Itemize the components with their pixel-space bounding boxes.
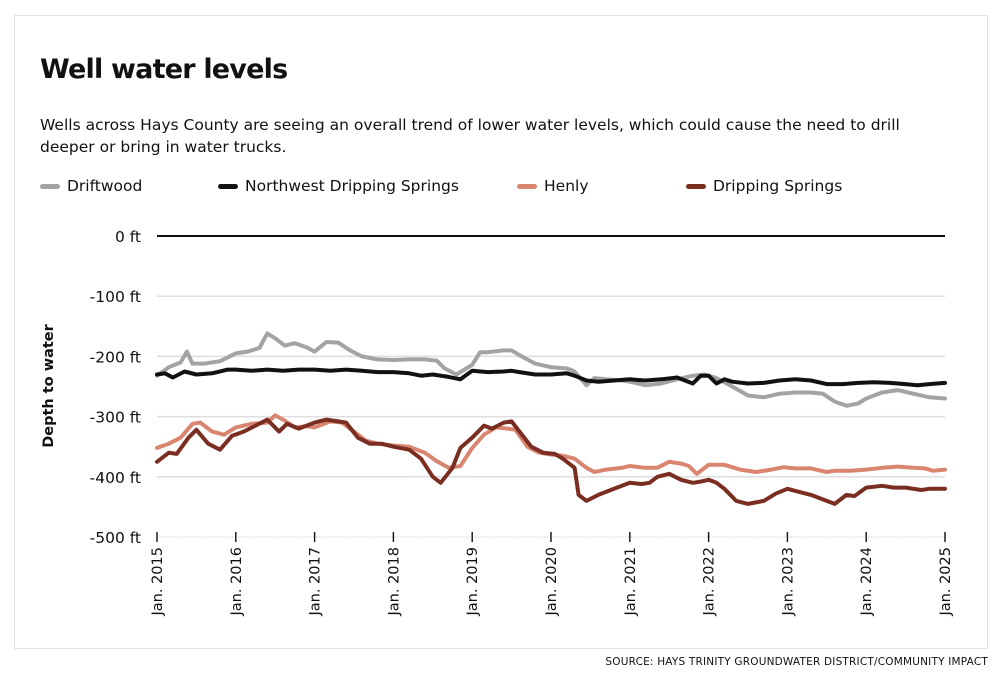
x-tick-label: Jan. 2022	[702, 547, 718, 616]
series-line-northwest-dripping-springs	[155, 367, 947, 388]
x-tick-label: Jan. 2015	[150, 547, 166, 616]
x-tick-label: Jan. 2017	[308, 547, 324, 616]
legend-swatch-henly	[517, 183, 537, 189]
legend-swatch-northwest-dripping-springs	[218, 183, 238, 189]
axis-layer: 0 ft -100 ft -200 ft -300 ft -400 ft -500 ft D…	[41, 228, 954, 616]
y-tick-label: 0 ft	[115, 228, 141, 246]
legend-item-dripping-springs: Dripping Springs	[686, 177, 842, 195]
chart-card	[14, 15, 988, 649]
x-tick-label: Jan. 2021	[623, 547, 639, 616]
legend: Driftwood Northwest Dripping Springs Hen…	[40, 177, 960, 197]
source-note: SOURCE: HAYS TRINITY GROUNDWATER DISTRIC…	[605, 656, 988, 668]
series-layer	[155, 331, 947, 506]
legend-item-henly: Henly	[517, 177, 589, 195]
series-line-driftwood	[155, 331, 947, 408]
y-tick-label: -500 ft	[90, 529, 141, 547]
y-tick-label: -200 ft	[90, 348, 141, 366]
legend-label-northwest-dripping-springs: Northwest Dripping Springs	[245, 177, 459, 195]
series-line-henly	[155, 413, 947, 476]
x-tick-label: Jan. 2018	[386, 547, 402, 616]
grid-layer	[157, 235, 945, 538]
chart-subtitle: Wells across Hays County are seeing an o…	[40, 116, 900, 156]
legend-label-dripping-springs: Dripping Springs	[713, 177, 843, 195]
legend-swatch-dripping-springs	[686, 183, 706, 189]
legend-item-northwest-dripping-springs: Northwest Dripping Springs	[218, 177, 459, 195]
y-tick-label: -100 ft	[90, 288, 141, 306]
x-tick-label: Jan. 2025	[938, 547, 954, 616]
x-tick-label: Jan. 2020	[544, 547, 560, 616]
legend-label-henly: Henly	[544, 177, 589, 195]
y-tick-label: -400 ft	[90, 469, 141, 487]
legend-swatch-driftwood	[40, 183, 60, 189]
chart-title: Well water levels	[40, 54, 288, 85]
x-tick-label: Jan. 2024	[859, 547, 875, 616]
y-tick-label: -300 ft	[90, 409, 141, 427]
legend-label-driftwood: Driftwood	[67, 177, 143, 195]
x-tick-label: Jan. 2016	[229, 547, 245, 616]
x-tick-label: Jan. 2019	[465, 547, 481, 616]
x-tick-label: Jan. 2023	[780, 547, 796, 616]
y-axis-title: Depth to water	[41, 323, 57, 447]
legend-item-driftwood: Driftwood	[40, 177, 142, 195]
series-line-dripping-springs	[155, 417, 947, 506]
